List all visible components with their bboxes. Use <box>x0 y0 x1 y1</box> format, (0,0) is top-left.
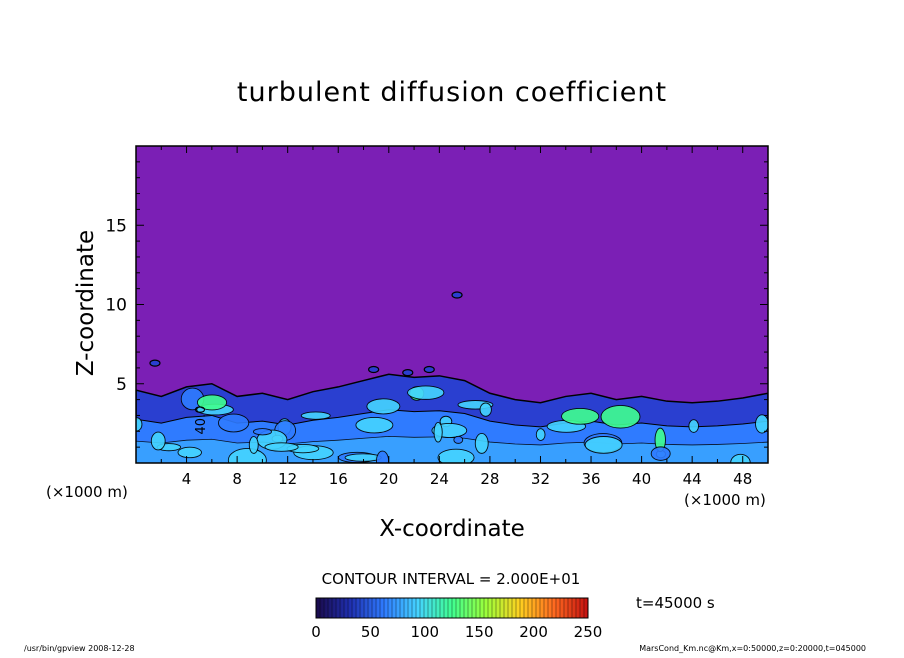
time-label: t=45000 s <box>636 594 715 612</box>
x-tick-label: 8 <box>232 470 242 488</box>
eddy-aloft <box>403 370 413 376</box>
x-tick-label: 20 <box>379 470 398 488</box>
y-tick-label: 10 <box>105 296 127 316</box>
x-tick-label: 48 <box>733 470 752 488</box>
x-tick-label: 32 <box>531 470 550 488</box>
colorbar-ticks: 0 50 100 150 200 250 <box>311 623 602 641</box>
eddy <box>367 399 400 414</box>
colorbar-tick-label: 0 <box>311 623 321 641</box>
x-axis-label: X-coordinate <box>379 516 525 542</box>
eddy-aloft <box>369 366 379 372</box>
eddy <box>265 443 298 451</box>
eddy <box>408 386 444 399</box>
colorbar-tick-label: 100 <box>410 623 439 641</box>
y-tick-label: 5 <box>116 375 127 395</box>
contour-interval: CONTOUR INTERVAL = 2.000E+01 <box>322 570 581 588</box>
x-tick-label: 12 <box>278 470 297 488</box>
contour-label: 40.0 <box>194 406 209 435</box>
eddy <box>536 429 545 441</box>
eddy <box>356 417 393 433</box>
y-tick-label: 15 <box>105 216 127 236</box>
eddy-aloft <box>424 366 434 372</box>
footer-right: MarsCond_Km.nc@Km,x=0:50000,z=0:20000,t=… <box>639 644 866 653</box>
chart-title: turbulent diffusion coefficient <box>237 77 667 108</box>
colorbar-tick-label: 150 <box>465 623 494 641</box>
eddy <box>376 451 388 470</box>
eddy <box>756 415 769 433</box>
eddy <box>601 405 640 428</box>
colorbar-tick-label: 250 <box>574 623 603 641</box>
x-unit-left: (×1000 m) <box>46 483 128 501</box>
eddy <box>480 403 491 416</box>
eddy <box>228 448 266 471</box>
eddy <box>651 447 670 461</box>
eddy <box>454 436 463 443</box>
eddy <box>253 429 271 435</box>
x-unit-right: (×1000 m) <box>684 491 766 509</box>
y-axis-label: Z-coordinate <box>73 230 99 376</box>
footer-left: /usr/bin/gpview 2008-12-28 <box>24 644 135 653</box>
eddy <box>218 414 248 432</box>
eddy <box>249 437 258 454</box>
x-tick-label: 24 <box>430 470 449 488</box>
colorbar-tick-label: 200 <box>519 623 548 641</box>
eddy <box>475 433 488 453</box>
x-tick-label: 44 <box>683 470 702 488</box>
x-tick-label: 28 <box>480 470 499 488</box>
eddy <box>301 412 330 419</box>
eddy <box>585 437 622 454</box>
x-tick-label: 16 <box>329 470 348 488</box>
eddy <box>689 420 699 433</box>
eddy-aloft <box>452 292 462 298</box>
eddy-aloft <box>150 360 160 366</box>
x-tick-label: 40 <box>632 470 651 488</box>
eddy <box>562 408 599 424</box>
eddy <box>434 422 442 442</box>
x-tick-label: 4 <box>182 470 192 488</box>
colorbar-tick-label: 50 <box>361 623 380 641</box>
x-tick-label: 36 <box>581 470 600 488</box>
eddy <box>178 447 202 458</box>
eddy <box>151 432 165 450</box>
